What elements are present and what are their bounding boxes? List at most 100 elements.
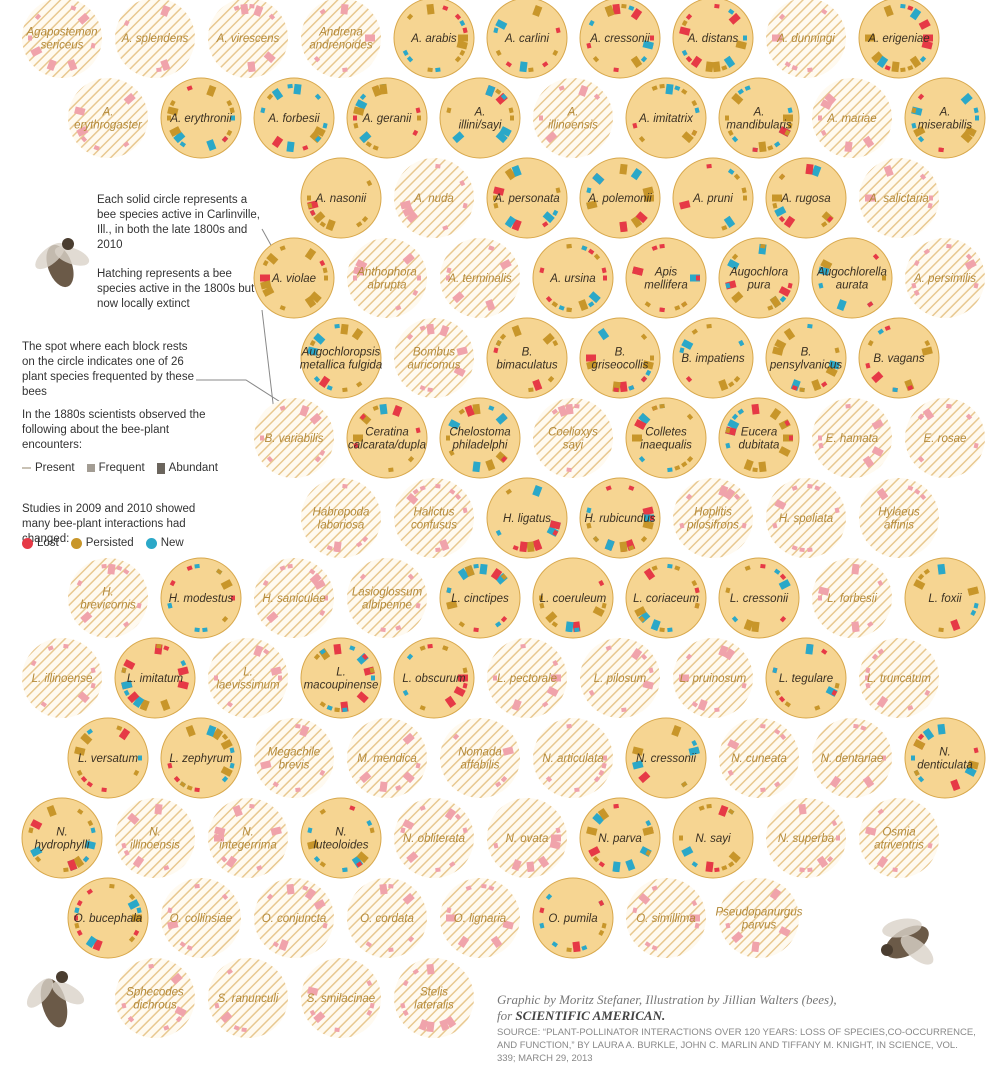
interaction-block — [685, 56, 693, 63]
interaction-block — [681, 131, 694, 144]
interaction-block — [452, 733, 460, 740]
interaction-block — [121, 680, 133, 690]
interaction-block — [216, 568, 223, 575]
interaction-block — [555, 27, 561, 34]
interaction-block — [74, 907, 80, 914]
interaction-block — [121, 842, 127, 849]
hatch-note: Hatching represents a bee species active… — [97, 268, 255, 310]
interaction-block — [844, 141, 853, 153]
interaction-block — [76, 769, 83, 777]
species-label: H. saniculae — [262, 593, 325, 605]
species-circle: L. pectorale — [487, 638, 567, 718]
interaction-block — [630, 215, 643, 229]
interaction-block — [359, 131, 372, 144]
species-circle: A. erythronii — [160, 77, 242, 159]
interaction-block — [555, 187, 561, 194]
interaction-block — [167, 920, 179, 930]
interaction-block — [488, 885, 495, 891]
interaction-block — [779, 733, 787, 740]
interaction-block — [231, 115, 235, 121]
interaction-block — [500, 413, 508, 420]
species-circle: A. illinoensis — [533, 78, 613, 158]
interaction-block — [221, 616, 229, 623]
interaction-block — [783, 114, 793, 122]
interaction-block — [123, 19, 130, 27]
interaction-block — [865, 362, 871, 369]
interaction-block — [372, 145, 379, 151]
interaction-block — [592, 536, 600, 543]
solid-species-circle — [160, 717, 242, 799]
species-label: Nomada affabilis — [458, 747, 501, 772]
interaction-block — [186, 85, 193, 91]
interaction-block — [379, 883, 388, 895]
interaction-block — [309, 572, 322, 585]
species-label: N. cressonii — [636, 753, 697, 765]
interaction-block — [691, 861, 698, 868]
species-label: H. spoliata — [779, 513, 833, 525]
interaction-block — [307, 346, 319, 356]
interaction-block — [645, 849, 652, 857]
interaction-block — [63, 867, 69, 873]
solid-species-circle — [765, 317, 847, 399]
species-label: A. erythronii — [169, 113, 232, 125]
interaction-block — [634, 419, 647, 430]
interaction-block — [313, 211, 326, 224]
interaction-block — [453, 366, 466, 377]
interaction-block — [619, 541, 628, 553]
interaction-block — [686, 413, 694, 420]
hatched-species-circle — [394, 318, 474, 398]
interaction-block — [818, 595, 822, 601]
interaction-block — [545, 893, 553, 900]
interaction-block — [769, 295, 782, 309]
interaction-block — [221, 136, 229, 143]
interaction-block — [586, 42, 592, 49]
interaction-block — [929, 195, 933, 201]
interaction-block — [464, 564, 475, 577]
interaction-block — [876, 695, 889, 709]
interaction-block — [511, 859, 522, 872]
interaction-block — [439, 324, 450, 337]
interaction-block — [892, 867, 898, 873]
interaction-block — [74, 915, 78, 921]
interaction-block — [309, 209, 316, 217]
species-label: N. integerrima — [219, 827, 277, 852]
interaction-block — [307, 827, 313, 834]
species-label: A. polemonii — [587, 193, 652, 205]
interaction-block — [123, 568, 130, 575]
interaction-block — [723, 55, 736, 69]
hatched-species-circle — [766, 798, 846, 878]
interaction-block — [772, 34, 782, 42]
interaction-block — [366, 1009, 373, 1017]
interaction-block — [751, 941, 760, 953]
interaction-block — [163, 865, 170, 871]
interaction-block — [528, 387, 534, 393]
interaction-block — [725, 587, 731, 594]
interaction-block — [574, 403, 580, 409]
interaction-block — [407, 456, 415, 463]
interaction-block — [821, 381, 828, 388]
species-circle: A. violae — [253, 237, 335, 319]
interaction-block — [179, 781, 186, 788]
interaction-block — [923, 408, 930, 415]
interaction-block — [371, 84, 382, 97]
interaction-block — [34, 13, 42, 20]
species-label: Ceratina calcarata/dupla — [348, 427, 426, 452]
interaction-block — [174, 1006, 187, 1017]
interaction-block — [807, 867, 813, 873]
interaction-block — [681, 339, 694, 350]
interaction-block — [714, 707, 720, 713]
interaction-block — [369, 827, 375, 834]
interaction-block — [645, 819, 652, 827]
interaction-block — [826, 856, 834, 863]
interaction-block — [319, 701, 326, 708]
interaction-block — [392, 404, 403, 417]
interaction-block — [767, 145, 774, 151]
interaction-block — [877, 579, 884, 587]
interaction-block — [621, 3, 627, 9]
species-label: A. imitatrix — [638, 113, 694, 125]
credit-prefix: for — [497, 1008, 513, 1023]
species-circle: B. vagans — [858, 317, 940, 399]
species-label: L. zephyrum — [169, 753, 233, 765]
interaction-block — [679, 200, 691, 210]
bee-illustration-top — [35, 238, 90, 288]
